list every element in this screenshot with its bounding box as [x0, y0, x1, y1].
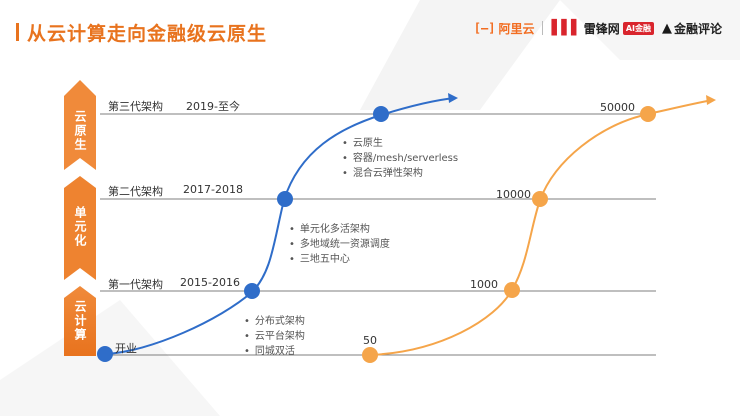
gen3-bullets: 云原生 容器/mesh/serverless 混合云弹性架构 [342, 136, 458, 181]
value-label-1000: 1000 [470, 278, 498, 291]
list-item: 容器/mesh/serverless [342, 151, 458, 166]
stage-block-unitization [64, 176, 96, 280]
gen1-label: 第一代架构 [108, 278, 163, 291]
blue-point-gen3 [373, 106, 389, 122]
leifeng-logo-text: 雷锋网 [583, 21, 620, 36]
gen3-label: 第三代架构 [108, 100, 163, 113]
list-item: 多地域统一资源调度 [289, 237, 390, 252]
list-item: 同城双活 [244, 344, 305, 359]
stage-arrow [64, 80, 96, 356]
leifeng-logo: ▌▌▌ 雷锋网 AI金融 [551, 20, 654, 37]
leifeng-badge: AI金融 [622, 21, 654, 35]
blue-point-start [97, 346, 113, 362]
stage-label-cloud-computing: 云计算 [73, 300, 87, 342]
stage-block-cloud-native [64, 80, 96, 170]
jinrong-logo: ▲ 金融评论 [662, 20, 722, 37]
aliyun-logo: [–] 阿里云 [474, 20, 535, 37]
title-accent-bar [16, 23, 19, 41]
aliyun-bracket-icon: [–] [473, 21, 496, 35]
orange-curve-arrowhead [706, 95, 716, 105]
blue-point-gen1 [244, 283, 260, 299]
start-label: 开业 [115, 342, 137, 355]
page-title: 从云计算走向金融级云原生 [27, 22, 268, 45]
gen3-years: 2019-至今 [186, 100, 240, 113]
value-label-50: 50 [363, 334, 377, 347]
list-item: 分布式架构 [244, 314, 305, 329]
orange-point-1000 [504, 282, 520, 298]
value-label-10000: 10000 [496, 188, 531, 201]
title-bar: 从云计算走向金融级云原生 [16, 18, 267, 46]
stage-label-unitization: 单元化 [73, 206, 87, 248]
orange-point-50000 [640, 106, 656, 122]
list-item: 混合云弹性架构 [342, 166, 458, 181]
leifeng-mark-icon: ▌▌▌ [551, 20, 581, 36]
logo-strip: [–] 阿里云 ▌▌▌ 雷锋网 AI金融 ▲ 金融评论 [474, 16, 722, 40]
orange-point-10000 [532, 191, 548, 207]
orange-point-50 [362, 347, 378, 363]
blue-point-gen2 [277, 191, 293, 207]
list-item: 云平台架构 [244, 329, 305, 344]
gen2-bullets: 单元化多活架构 多地域统一资源调度 三地五中心 [289, 222, 390, 267]
value-label-50000: 50000 [600, 101, 635, 114]
stage-block-cloud-computing [64, 286, 96, 356]
list-item: 单元化多活架构 [289, 222, 390, 237]
aliyun-logo-text: 阿里云 [498, 21, 535, 36]
gen2-label: 第二代架构 [108, 185, 163, 198]
list-item: 云原生 [342, 136, 458, 151]
jinrong-triangle-icon: ▲ [661, 20, 672, 36]
jinrong-logo-text: 金融评论 [673, 21, 722, 36]
blue-curve-arrowhead [448, 93, 458, 103]
gen2-years: 2017-2018 [183, 183, 243, 196]
gen1-bullets: 分布式架构 云平台架构 同城双活 [244, 314, 305, 359]
stage-label-cloud-native: 云原生 [73, 110, 87, 152]
gen1-years: 2015-2016 [180, 276, 240, 289]
list-item: 三地五中心 [289, 252, 390, 267]
logo-divider [542, 21, 544, 35]
